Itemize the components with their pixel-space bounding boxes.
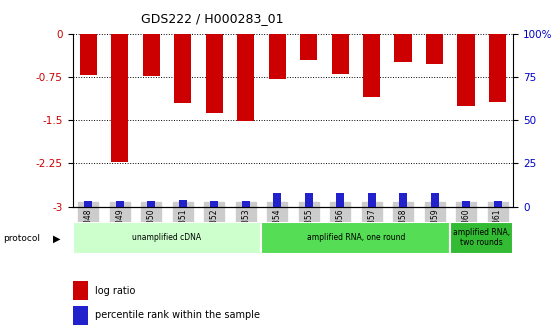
Bar xyxy=(395,34,412,62)
Bar xyxy=(399,193,407,207)
Text: unamplified cDNA: unamplified cDNA xyxy=(132,233,201,242)
Bar xyxy=(73,281,88,300)
Bar xyxy=(368,193,376,207)
Text: ▶: ▶ xyxy=(53,234,60,244)
Bar xyxy=(336,193,344,207)
Bar xyxy=(300,34,318,59)
Bar xyxy=(174,34,191,103)
Bar xyxy=(305,193,312,207)
Text: protocol: protocol xyxy=(3,234,40,243)
Bar xyxy=(431,193,439,207)
Text: percentile rank within the sample: percentile rank within the sample xyxy=(95,310,260,320)
Bar xyxy=(489,34,506,102)
Bar xyxy=(426,34,443,64)
Bar xyxy=(147,202,155,207)
Bar xyxy=(268,34,286,79)
Bar xyxy=(210,202,218,207)
Bar xyxy=(462,202,470,207)
Bar xyxy=(80,34,97,75)
Bar xyxy=(237,34,254,121)
Text: GDS222 / H000283_01: GDS222 / H000283_01 xyxy=(141,12,283,25)
Bar xyxy=(73,306,88,325)
Bar xyxy=(273,193,281,207)
Bar xyxy=(73,222,262,254)
Bar xyxy=(494,202,502,207)
Bar xyxy=(179,200,187,207)
Bar xyxy=(205,34,223,113)
Text: log ratio: log ratio xyxy=(95,286,136,296)
Bar xyxy=(111,34,128,162)
Bar xyxy=(116,202,124,207)
Bar xyxy=(450,222,513,254)
Bar xyxy=(84,202,92,207)
Bar xyxy=(242,202,249,207)
Text: amplified RNA, one round: amplified RNA, one round xyxy=(307,233,405,242)
Text: amplified RNA,
two rounds: amplified RNA, two rounds xyxy=(453,228,511,247)
Bar xyxy=(331,34,349,74)
Bar xyxy=(363,34,381,97)
Bar xyxy=(143,34,160,76)
Bar xyxy=(458,34,475,106)
Bar xyxy=(262,222,450,254)
